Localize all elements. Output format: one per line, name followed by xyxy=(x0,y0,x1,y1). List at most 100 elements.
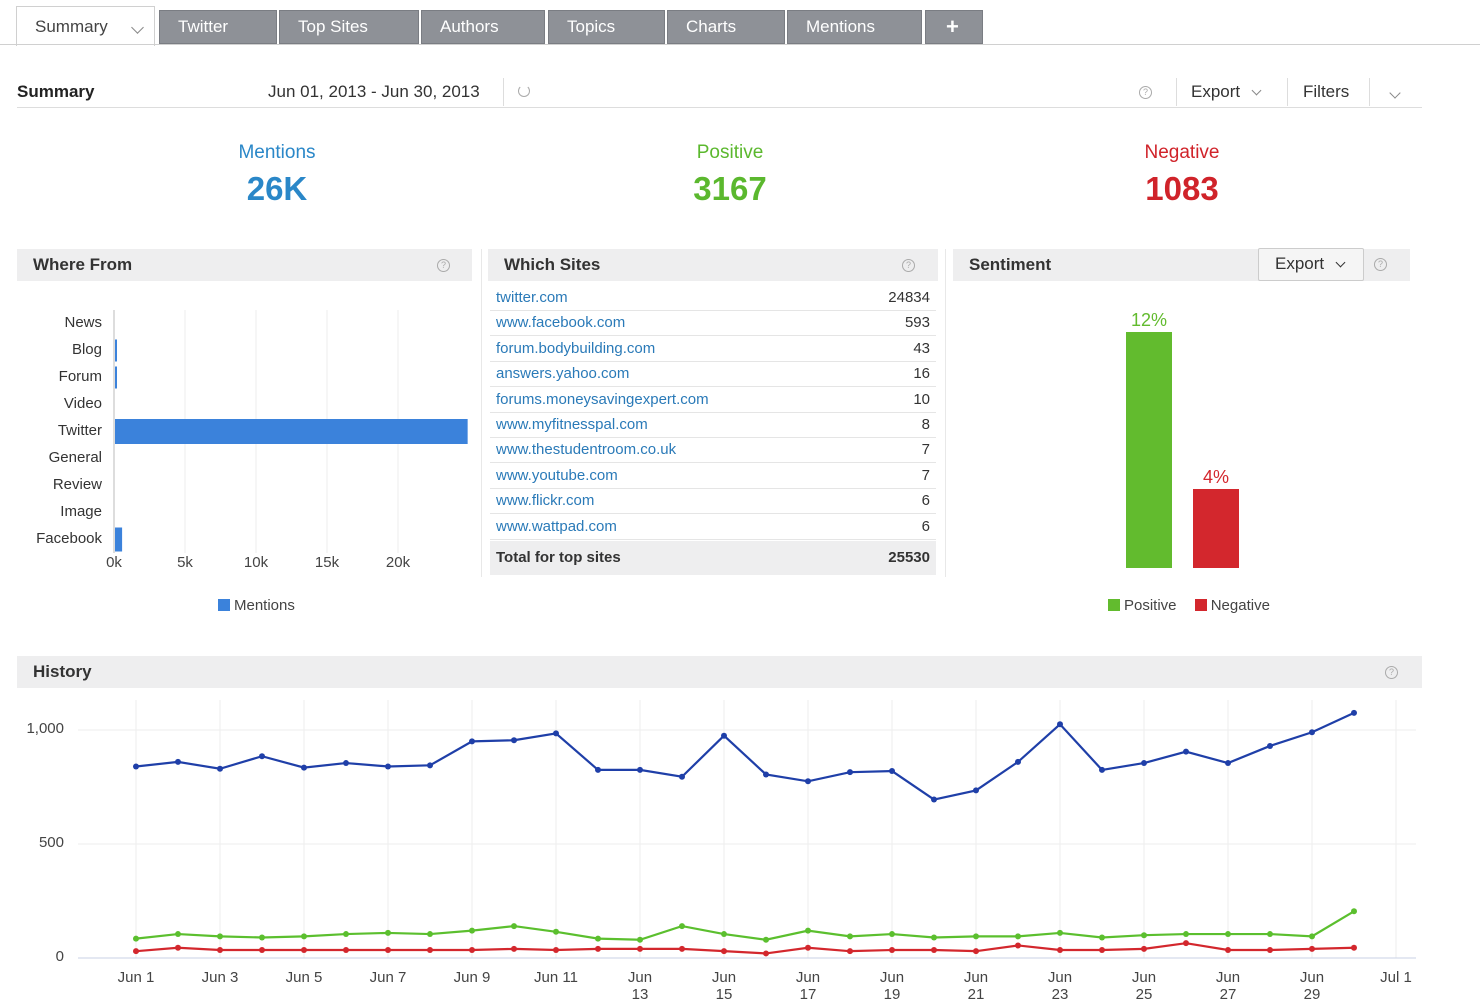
data-point[interactable] xyxy=(805,927,811,934)
data-point[interactable] xyxy=(469,738,475,745)
data-point[interactable] xyxy=(1225,760,1231,767)
data-point[interactable] xyxy=(931,934,937,941)
data-point[interactable] xyxy=(763,771,769,778)
site-link[interactable]: www.wattpad.com xyxy=(496,517,617,535)
data-point[interactable] xyxy=(1057,947,1063,954)
data-point[interactable] xyxy=(1351,944,1357,951)
data-point[interactable] xyxy=(427,947,433,954)
data-point[interactable] xyxy=(301,764,307,771)
data-point[interactable] xyxy=(427,931,433,938)
data-point[interactable] xyxy=(511,923,517,930)
data-point[interactable] xyxy=(553,730,559,737)
help-icon[interactable]: ? xyxy=(1385,666,1398,679)
data-point[interactable] xyxy=(343,760,349,767)
bar-positive[interactable] xyxy=(1126,332,1172,568)
data-point[interactable] xyxy=(511,945,517,952)
data-point[interactable] xyxy=(805,778,811,785)
data-point[interactable] xyxy=(1267,947,1273,954)
help-icon[interactable]: ? xyxy=(1374,258,1387,271)
site-row[interactable]: answers.yahoo.com 16 xyxy=(490,362,936,388)
data-point[interactable] xyxy=(259,947,265,954)
data-point[interactable] xyxy=(847,948,853,955)
tab-twitter[interactable]: Twitter xyxy=(159,10,277,44)
data-point[interactable] xyxy=(1141,945,1147,952)
bar-facebook[interactable] xyxy=(115,527,123,552)
data-point[interactable] xyxy=(847,769,853,776)
date-range[interactable]: Jun 01, 2013 - Jun 30, 2013 xyxy=(268,82,480,101)
data-point[interactable] xyxy=(595,945,601,952)
data-point[interactable] xyxy=(931,796,937,803)
tab-mentions[interactable]: Mentions xyxy=(787,10,922,44)
data-point[interactable] xyxy=(1141,760,1147,767)
data-point[interactable] xyxy=(385,947,391,954)
chevron-down-icon[interactable] xyxy=(1389,87,1401,99)
data-point[interactable] xyxy=(175,944,181,951)
data-point[interactable] xyxy=(259,753,265,760)
data-point[interactable] xyxy=(889,931,895,938)
data-point[interactable] xyxy=(217,765,223,772)
data-point[interactable] xyxy=(1183,748,1189,755)
help-icon[interactable]: ? xyxy=(437,259,450,272)
sentiment-export-button[interactable]: Export xyxy=(1258,248,1364,281)
data-point[interactable] xyxy=(133,763,139,770)
site-link[interactable]: twitter.com xyxy=(496,289,568,306)
site-link[interactable]: www.thestudentroom.co.uk xyxy=(496,441,677,459)
site-link[interactable]: www.youtube.com xyxy=(496,466,618,484)
data-point[interactable] xyxy=(301,947,307,954)
data-point[interactable] xyxy=(469,927,475,934)
data-point[interactable] xyxy=(1015,942,1021,949)
data-point[interactable] xyxy=(721,732,727,739)
data-point[interactable] xyxy=(385,763,391,770)
data-point[interactable] xyxy=(385,929,391,936)
data-point[interactable] xyxy=(1351,908,1357,915)
data-point[interactable] xyxy=(973,933,979,940)
data-point[interactable] xyxy=(973,948,979,955)
data-point[interactable] xyxy=(1309,933,1315,940)
data-point[interactable] xyxy=(1099,947,1105,954)
data-point[interactable] xyxy=(469,947,475,954)
help-icon[interactable]: ? xyxy=(1139,86,1152,99)
data-point[interactable] xyxy=(427,762,433,769)
data-point[interactable] xyxy=(1057,721,1063,728)
export-button[interactable]: Export xyxy=(1191,82,1262,102)
data-point[interactable] xyxy=(931,947,937,954)
data-point[interactable] xyxy=(763,936,769,943)
site-row[interactable]: twitter.com 24834 xyxy=(490,286,936,311)
site-link[interactable]: www.flickr.com xyxy=(496,492,595,510)
tab-summary[interactable]: Summary xyxy=(16,6,155,46)
data-point[interactable] xyxy=(973,787,979,794)
data-point[interactable] xyxy=(679,773,685,780)
chevron-down-icon[interactable] xyxy=(131,21,144,34)
site-link[interactable]: answers.yahoo.com xyxy=(496,365,630,383)
data-point[interactable] xyxy=(1183,931,1189,938)
site-link[interactable]: forums.moneysavingexpert.com xyxy=(496,390,709,408)
data-point[interactable] xyxy=(343,947,349,954)
data-point[interactable] xyxy=(763,950,769,957)
data-point[interactable] xyxy=(595,935,601,942)
data-point[interactable] xyxy=(511,737,517,744)
data-point[interactable] xyxy=(637,936,643,943)
data-point[interactable] xyxy=(637,945,643,952)
data-point[interactable] xyxy=(1351,709,1357,716)
site-row[interactable]: www.facebook.com 593 xyxy=(490,311,936,337)
data-point[interactable] xyxy=(175,931,181,938)
data-point[interactable] xyxy=(595,766,601,773)
site-row[interactable]: www.flickr.com 6 xyxy=(490,489,936,515)
tab-authors[interactable]: Authors xyxy=(421,10,545,44)
data-point[interactable] xyxy=(553,947,559,954)
help-icon[interactable]: ? xyxy=(902,259,915,272)
data-point[interactable] xyxy=(805,944,811,951)
data-point[interactable] xyxy=(1183,940,1189,947)
data-point[interactable] xyxy=(637,766,643,773)
data-point[interactable] xyxy=(1141,932,1147,939)
data-point[interactable] xyxy=(1309,729,1315,736)
data-point[interactable] xyxy=(1099,934,1105,941)
data-point[interactable] xyxy=(1057,929,1063,936)
data-point[interactable] xyxy=(1225,931,1231,938)
data-point[interactable] xyxy=(553,928,559,935)
tab-topics[interactable]: Topics xyxy=(548,10,665,44)
data-point[interactable] xyxy=(1099,766,1105,773)
data-point[interactable] xyxy=(133,935,139,942)
site-row[interactable]: forums.moneysavingexpert.com 10 xyxy=(490,388,936,413)
site-link[interactable]: www.facebook.com xyxy=(496,314,626,332)
